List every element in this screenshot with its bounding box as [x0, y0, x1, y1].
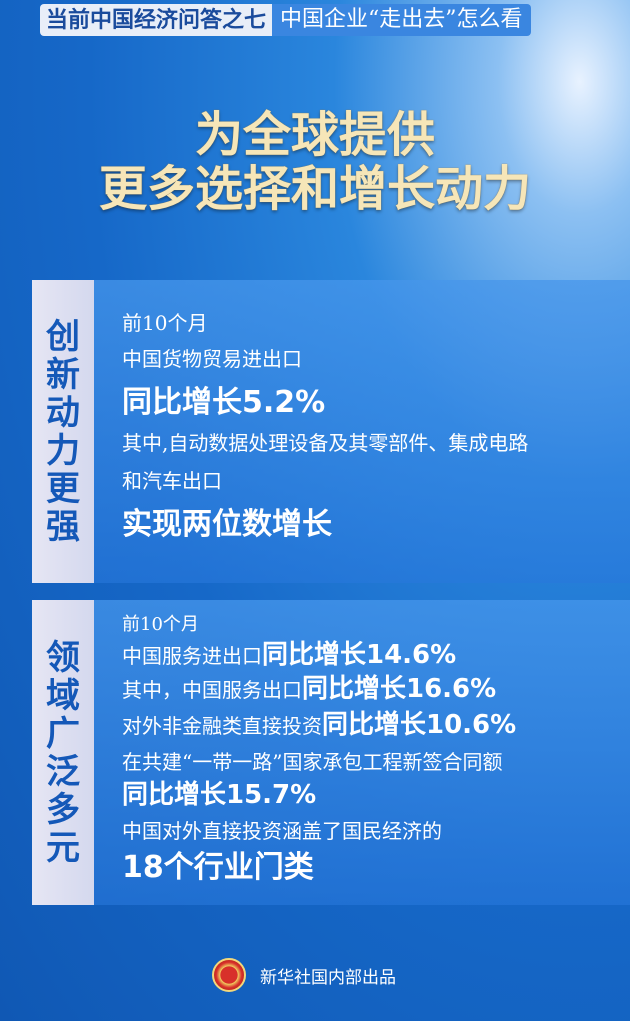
label-char: 力: [46, 430, 80, 471]
label-char: 动: [46, 392, 80, 433]
label-char: 多: [46, 789, 80, 830]
label-char: 更: [46, 468, 80, 509]
title-line-1: 为全球提供: [194, 107, 435, 163]
section-diversity: 领 域 广 泛 多 元 前10个月 中国服务进出口同比增长14.6% 其中，中国…: [32, 600, 630, 905]
text-line: 和汽车出口: [122, 469, 222, 493]
highlight-line: 同比增长15.7%: [122, 780, 317, 810]
topic-label: 中国企业“走出去”怎么看: [272, 4, 531, 36]
label-char: 强: [46, 506, 80, 547]
label-char: 新: [46, 354, 80, 395]
highlight: 同比增长16.6%: [302, 674, 497, 704]
text: 其中，中国服务出口: [122, 678, 302, 702]
highlight: 同比增长10.6%: [322, 710, 517, 740]
label-char: 域: [46, 675, 80, 716]
highlight: 同比增长14.6%: [262, 640, 457, 670]
label-char: 领: [46, 637, 80, 678]
text-line: 前10个月: [122, 311, 208, 335]
series-label: 当前中国经济问答之七: [40, 4, 273, 36]
section-body: 前10个月 中国服务进出口同比增长14.6% 其中，中国服务出口同比增长16.6…: [94, 600, 630, 905]
text-line: 对外非金融类直接投资同比增长10.6%: [122, 712, 516, 739]
series-header: 当前中国经济问答之七 中国企业“走出去”怎么看: [40, 4, 531, 36]
label-char: 创: [46, 316, 80, 357]
label-char: 元: [46, 827, 80, 868]
section-label: 领 域 广 泛 多 元: [32, 600, 94, 905]
text-line: 中国服务进出口同比增长14.6%: [122, 642, 456, 669]
footer-credit: 新华社国内部出品: [260, 967, 396, 988]
title-line-2: 更多选择和增长动力: [98, 161, 531, 217]
text: 中国服务进出口: [122, 644, 262, 668]
section-innovation: 创 新 动 力 更 强 前10个月 中国货物贸易进出口 同比增长5.2% 其中,…: [32, 280, 630, 583]
text-line: 前10个月: [122, 614, 199, 635]
text-line: 其中，中国服务出口同比增长16.6%: [122, 676, 496, 703]
text-line: 在共建“一带一路”国家承包工程新签合同额: [122, 750, 503, 774]
label-char: 泛: [46, 751, 80, 792]
footer: 新华社国内部出品: [212, 958, 396, 992]
text-line: 中国对外直接投资涵盖了国民经济的: [122, 819, 442, 843]
highlight-line: 18个行业门类: [122, 850, 314, 885]
section-label: 创 新 动 力 更 强: [32, 280, 94, 583]
text-line: 其中,自动数据处理设备及其零部件、集成电路: [122, 431, 529, 455]
text-line: 中国货物贸易进出口: [122, 347, 302, 371]
highlight-line: 同比增长5.2%: [122, 385, 326, 420]
highlight-line: 实现两位数增长: [122, 507, 332, 542]
text: 对外非金融类直接投资: [122, 714, 322, 738]
section-body: 前10个月 中国货物贸易进出口 同比增长5.2% 其中,自动数据处理设备及其零部…: [94, 280, 630, 583]
xinhua-logo-icon: [212, 958, 246, 992]
label-char: 广: [46, 713, 80, 754]
